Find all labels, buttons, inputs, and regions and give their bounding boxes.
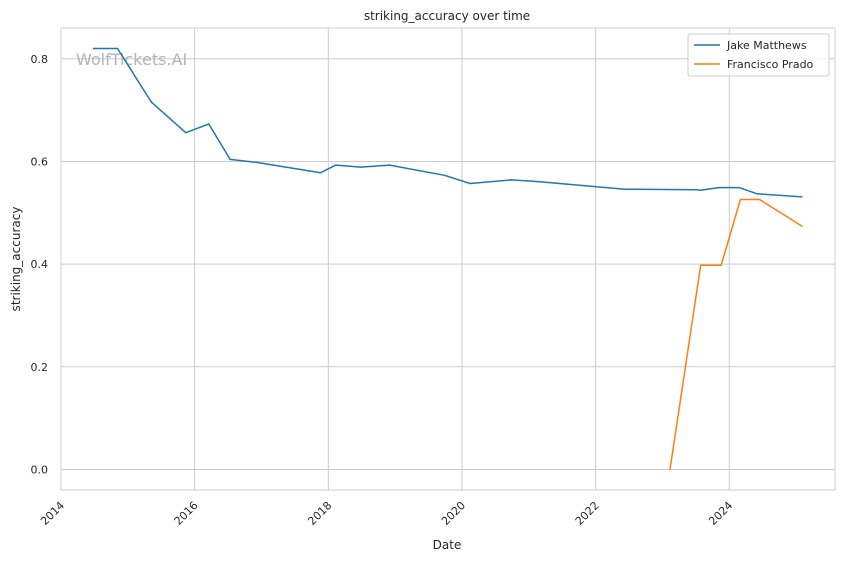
data-point-francisco-prado [699,264,702,266]
data-point-jake-matthews [510,179,513,181]
data-point-jake-matthews [469,182,471,185]
data-point-jake-matthews [359,166,362,168]
data-point-jake-matthews [738,186,740,189]
data-point-jake-matthews [696,188,698,191]
data-point-jake-matthews [443,174,446,177]
series-line-jake-matthews [93,47,802,198]
data-point-jake-matthews [150,101,152,103]
y-tick-label: 0.4 [31,258,49,271]
data-point-jake-matthews [535,180,538,183]
data-point-francisco-prado [720,264,722,266]
legend-box [687,33,830,77]
chart-title: striking_accuracy over time [364,9,530,23]
data-point-jake-matthews [208,123,210,125]
y-tick-label: 0.2 [31,361,49,374]
data-point-jake-matthews [116,47,119,50]
legend-label-jake-matthews: Jake Matthews [726,39,807,52]
data-point-jake-matthews [388,164,391,166]
data-point-jake-matthews [756,193,758,195]
data-point-jake-matthews [624,188,626,190]
y-tick-label: 0.0 [31,463,49,476]
data-point-jake-matthews [92,47,95,50]
y-axis-label: striking_accuracy [9,207,23,312]
data-point-francisco-prado [739,198,742,201]
x-axis-label: Date [433,538,462,552]
series-layer [92,47,803,471]
y-tick-label: 0.6 [31,155,49,168]
data-point-francisco-prado [801,225,803,227]
data-point-jake-matthews [256,161,259,164]
data-point-francisco-prado [758,198,761,201]
data-point-francisco-prado [669,468,671,471]
data-point-jake-matthews [319,172,322,174]
watermark-text: WolfTickets.AI [76,50,187,69]
data-point-jake-matthews [717,186,720,189]
plot-area-frame [60,27,836,491]
y-tick-label: 0.8 [31,53,49,66]
legend: Jake Matthews Francisco Prado [687,33,830,77]
series-line-francisco-prado [669,198,803,470]
data-point-jake-matthews [185,131,187,134]
data-point-jake-matthews [229,158,231,161]
data-point-jake-matthews [335,164,337,166]
data-point-jake-matthews [699,189,702,191]
data-point-jake-matthews [801,196,803,198]
legend-label-francisco-prado: Francisco Prado [727,58,814,71]
